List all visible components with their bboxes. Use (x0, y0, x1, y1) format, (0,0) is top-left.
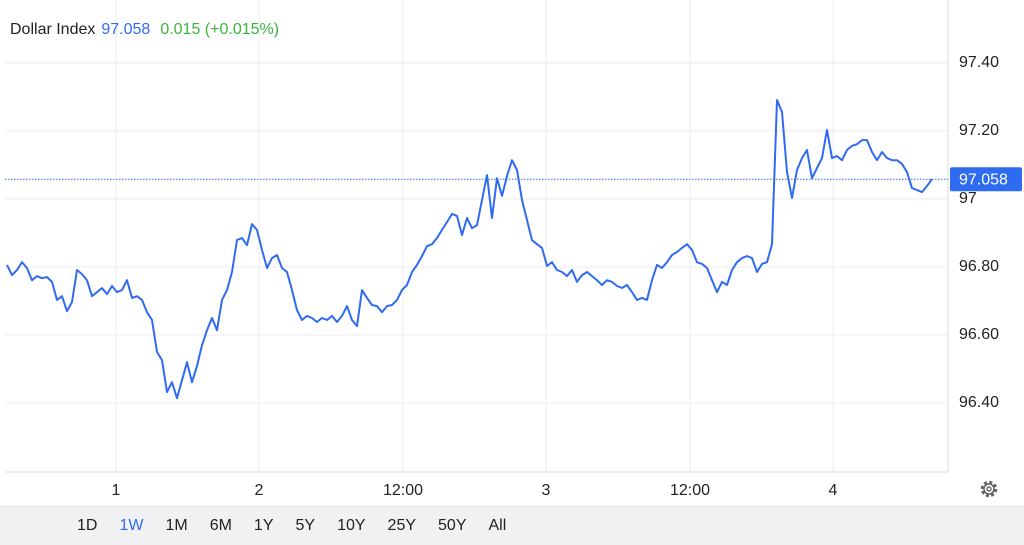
range-button[interactable]: 25Y (387, 517, 417, 534)
x-tick-label: 4 (829, 482, 838, 499)
range-button[interactable]: 5Y (295, 517, 316, 534)
y-tick-label: 97 (959, 190, 977, 207)
x-tick-label: 12:00 (383, 482, 423, 499)
chart: 96.40 96.60 96.80 97 97.20 97.40 1 2 12:00 3 12:00… (5, 0, 1022, 499)
y-tick-label: 97.20 (959, 122, 999, 139)
last-price: 97.058 (101, 21, 151, 38)
x-tick-label: 3 (542, 482, 551, 499)
range-button[interactable]: 6M (209, 517, 232, 534)
last-price-tag (950, 167, 1022, 192)
y-tick-label: 97.40 (959, 54, 999, 71)
y-tick-label: 96.60 (959, 326, 999, 343)
y-tick-label: 96.40 (959, 394, 999, 411)
range-button[interactable]: All (488, 517, 507, 534)
settings-icon[interactable] (980, 480, 998, 498)
last-price-label: 97.058 (959, 171, 1008, 188)
range-button[interactable]: 1W (119, 517, 144, 534)
instrument-name: Dollar Index (10, 21, 96, 38)
price-line (6, 99, 933, 400)
range-button[interactable]: 1M (165, 517, 188, 534)
x-tick-label: 1 (112, 482, 121, 499)
price-change: 0.015 (+0.015%) (160, 21, 280, 38)
range-button[interactable]: 50Y (438, 517, 467, 534)
x-tick-label: 2 (255, 482, 264, 499)
range-bar: 1D 1W 1M 6M 1Y 5Y 10Y 25Y 50Y All (0, 506, 1024, 545)
range-button[interactable]: 1Y (253, 517, 274, 534)
range-button[interactable]: 10Y (337, 517, 366, 534)
y-tick-label: 96.80 (959, 258, 999, 275)
range-button[interactable]: 1D (77, 517, 98, 534)
x-tick-label: 12:00 (670, 482, 710, 499)
header: Dollar Index 97.058 0.015 (+0.015%) (10, 21, 279, 39)
